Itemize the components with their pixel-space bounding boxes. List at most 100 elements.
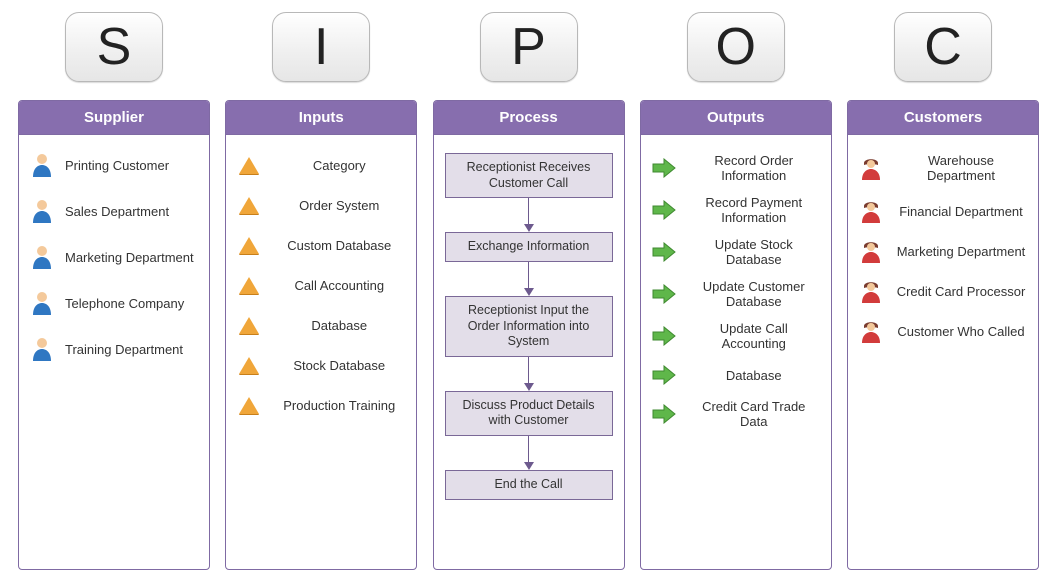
triangle-icon xyxy=(236,353,262,377)
item-label: Category xyxy=(262,158,406,173)
list-item: Training Department xyxy=(29,337,199,361)
triangle-icon xyxy=(236,233,262,257)
sipoc-columns-row: Supplier Printing Customer Sales Departmen… xyxy=(18,100,1039,570)
letter-wrap: O xyxy=(640,12,832,82)
sipoc-letters-row: SIP O C xyxy=(18,12,1039,82)
item-label: Production Training xyxy=(262,398,406,413)
arrow-right-icon xyxy=(651,363,677,387)
triangle-icon xyxy=(236,273,262,297)
person-icon xyxy=(858,199,884,223)
arrow-right-icon xyxy=(651,156,677,180)
flow-connector xyxy=(524,436,534,470)
person-icon xyxy=(29,291,55,315)
column-header: Supplier xyxy=(19,101,209,135)
list-item: Telephone Company xyxy=(29,291,199,315)
person-icon xyxy=(858,239,884,263)
person-icon xyxy=(29,199,55,223)
triangle-icon xyxy=(236,153,262,177)
flow-step: Receptionist Input the Order Information… xyxy=(445,296,613,357)
list-item: Credit Card Processor xyxy=(858,279,1028,303)
list-item: Sales Department xyxy=(29,199,199,223)
triangle-icon xyxy=(236,193,262,217)
column-header: Process xyxy=(434,101,624,135)
arrow-right-icon xyxy=(651,402,677,426)
list-item: Credit Card Trade Data xyxy=(651,399,821,429)
letter-wrap: C xyxy=(847,12,1039,82)
list-item: Update Call Accounting xyxy=(651,321,821,351)
letter-wrap: P xyxy=(433,12,625,82)
list-item: Update Stock Database xyxy=(651,237,821,267)
item-label: Financial Department xyxy=(884,204,1028,219)
list-item: Marketing Department xyxy=(858,239,1028,263)
column-body: Printing Customer Sales Department Marketi… xyxy=(19,135,209,569)
list-item: Database xyxy=(651,363,821,387)
list-item: Production Training xyxy=(236,393,406,417)
flow-step: Exchange Information xyxy=(445,232,613,262)
item-label: Update Customer Database xyxy=(677,279,821,309)
item-label: Custom Database xyxy=(262,238,406,253)
item-label: Update Call Accounting xyxy=(677,321,821,351)
item-label: Warehouse Department xyxy=(884,153,1028,183)
item-label: Record Payment Information xyxy=(677,195,821,225)
letter-wrap: S xyxy=(18,12,210,82)
flow-connector xyxy=(524,198,534,232)
person-icon xyxy=(858,156,884,180)
flow-connector xyxy=(524,357,534,391)
flow-connector xyxy=(524,262,534,296)
person-icon xyxy=(29,153,55,177)
column-header: Inputs xyxy=(226,101,416,135)
list-item: Database xyxy=(236,313,406,337)
list-item: Marketing Department xyxy=(29,245,199,269)
item-label: Telephone Company xyxy=(55,296,199,311)
item-label: Record Order Information xyxy=(677,153,821,183)
column-body: Category Order System Custom Database Call … xyxy=(226,135,416,569)
item-label: Training Department xyxy=(55,342,199,357)
column-supplier: Supplier Printing Customer Sales Departmen… xyxy=(18,100,210,570)
column-outputs: Outputs Record Order Information Record Pa… xyxy=(640,100,832,570)
list-item: Warehouse Department xyxy=(858,153,1028,183)
item-label: Database xyxy=(262,318,406,333)
list-item: Order System xyxy=(236,193,406,217)
letter-s: S xyxy=(65,12,163,82)
item-label: Sales Department xyxy=(55,204,199,219)
letter-o: O xyxy=(687,12,785,82)
arrow-right-icon xyxy=(651,240,677,264)
item-label: Customer Who Called xyxy=(884,324,1028,339)
item-label: Credit Card Trade Data xyxy=(677,399,821,429)
list-item: Customer Who Called xyxy=(858,319,1028,343)
item-label: Credit Card Processor xyxy=(884,284,1028,299)
column-header: Outputs xyxy=(641,101,831,135)
triangle-icon xyxy=(236,393,262,417)
person-icon xyxy=(858,319,884,343)
person-icon xyxy=(858,279,884,303)
flow-step: End the Call xyxy=(445,470,613,500)
list-item: Printing Customer xyxy=(29,153,199,177)
letter-p: P xyxy=(480,12,578,82)
list-item: Record Payment Information xyxy=(651,195,821,225)
item-label: Order System xyxy=(262,198,406,213)
column-inputs: Inputs Category Order System Custom Databas… xyxy=(225,100,417,570)
list-item: Custom Database xyxy=(236,233,406,257)
item-label: Marketing Department xyxy=(884,244,1028,259)
list-item: Stock Database xyxy=(236,353,406,377)
list-item: Record Order Information xyxy=(651,153,821,183)
item-label: Update Stock Database xyxy=(677,237,821,267)
letter-wrap: I xyxy=(225,12,417,82)
flow-step: Receptionist Receives Customer Call xyxy=(445,153,613,198)
arrow-right-icon xyxy=(651,198,677,222)
column-header: Customers xyxy=(848,101,1038,135)
flow-step: Discuss Product Details with Customer xyxy=(445,391,613,436)
list-item: Category xyxy=(236,153,406,177)
arrow-right-icon xyxy=(651,324,677,348)
list-item: Call Accounting xyxy=(236,273,406,297)
letter-c: C xyxy=(894,12,992,82)
item-label: Call Accounting xyxy=(262,278,406,293)
person-icon xyxy=(29,337,55,361)
column-body: Warehouse Department Financial Department… xyxy=(848,135,1038,569)
process-flow: Receptionist Receives Customer Call Excha… xyxy=(444,153,614,500)
person-icon xyxy=(29,245,55,269)
column-process: Process Receptionist Receives Customer Ca… xyxy=(433,100,625,570)
item-label: Marketing Department xyxy=(55,250,199,265)
item-label: Database xyxy=(677,368,821,383)
column-customers: Customers Warehouse Department Financial D… xyxy=(847,100,1039,570)
